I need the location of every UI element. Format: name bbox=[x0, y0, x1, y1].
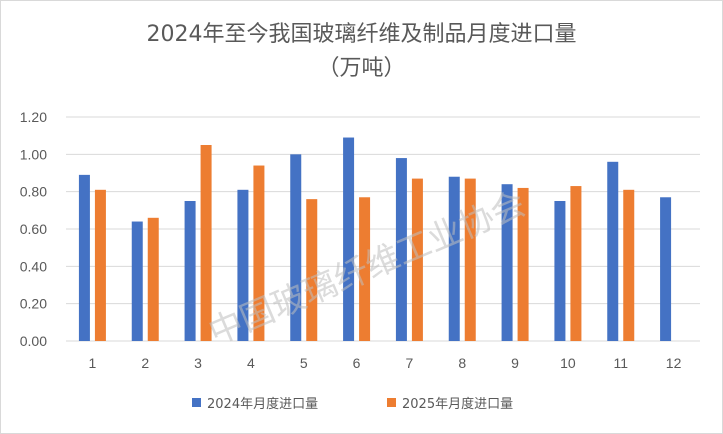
bar-2024-12 bbox=[660, 197, 672, 341]
bar-2025-7 bbox=[411, 178, 423, 341]
bar-2025-8 bbox=[464, 178, 476, 341]
chart-title-line1: 2024年至今我国玻璃纤维及制品月度进口量 bbox=[146, 22, 577, 47]
y-tick-labels: 0.00 0.20 0.40 0.60 0.80 1.00 1.20 bbox=[20, 109, 47, 349]
bar-2025-9 bbox=[517, 187, 529, 341]
legend: 2024年月度进口量 2025年月度进口量 bbox=[192, 396, 513, 412]
x-tick-label: 10 bbox=[560, 355, 576, 371]
bar-2025-3 bbox=[200, 145, 212, 341]
bar-2024-7 bbox=[395, 158, 407, 341]
x-tick-label: 7 bbox=[406, 355, 414, 371]
y-tick-label: 1.00 bbox=[20, 146, 47, 162]
bar-2024-9 bbox=[501, 184, 513, 341]
y-tick-label: 0.80 bbox=[20, 184, 47, 200]
chart-title: 2024年至今我国玻璃纤维及制品月度进口量 （万吨） bbox=[0, 18, 723, 86]
y-tick-label: 0.00 bbox=[20, 333, 47, 349]
y-tick-label: 0.60 bbox=[20, 221, 47, 237]
bar-2024-6 bbox=[343, 137, 355, 341]
legend-swatch bbox=[192, 398, 201, 407]
x-tick-label: 12 bbox=[666, 355, 682, 371]
x-tick-label: 3 bbox=[194, 355, 202, 371]
legend-label: 2025年月度进口量 bbox=[402, 396, 513, 412]
x-tick-label: 8 bbox=[458, 355, 466, 371]
x-tick-label: 5 bbox=[300, 355, 308, 371]
bar-2024-5 bbox=[290, 154, 302, 341]
bar-2025-10 bbox=[570, 186, 582, 341]
bar-2025-1 bbox=[94, 189, 106, 341]
bar-2024-1 bbox=[78, 174, 90, 341]
bar-2025-5 bbox=[306, 199, 318, 341]
bars bbox=[78, 137, 672, 341]
bar-2024-3 bbox=[184, 201, 196, 341]
bar-2025-11 bbox=[623, 189, 635, 341]
bar-2024-10 bbox=[554, 201, 566, 341]
bar-2024-8 bbox=[448, 176, 460, 341]
bar-2025-6 bbox=[359, 197, 371, 341]
y-tick-label: 0.20 bbox=[20, 296, 47, 312]
bar-2024-4 bbox=[237, 189, 249, 341]
legend-swatch bbox=[387, 398, 396, 407]
legend-label: 2024年月度进口量 bbox=[207, 396, 318, 412]
x-tick-label: 6 bbox=[353, 355, 361, 371]
x-tick-label: 1 bbox=[89, 355, 97, 371]
y-tick-label: 0.40 bbox=[20, 258, 47, 274]
x-tick-label: 9 bbox=[511, 355, 519, 371]
chart-title-line2: （万吨） bbox=[317, 56, 406, 81]
bar-2025-4 bbox=[253, 165, 265, 341]
x-tick-labels: 1 2 3 4 5 6 7 8 9 10 11 12 bbox=[89, 355, 682, 371]
bar-2024-2 bbox=[131, 221, 143, 341]
bar-2025-2 bbox=[147, 217, 159, 341]
x-tick-label: 2 bbox=[141, 355, 149, 371]
y-tick-label: 1.20 bbox=[20, 109, 47, 125]
x-tick-label: 4 bbox=[247, 355, 255, 371]
gridlines bbox=[66, 116, 700, 342]
x-tick-label: 11 bbox=[613, 355, 628, 371]
bar-2024-11 bbox=[607, 161, 619, 341]
